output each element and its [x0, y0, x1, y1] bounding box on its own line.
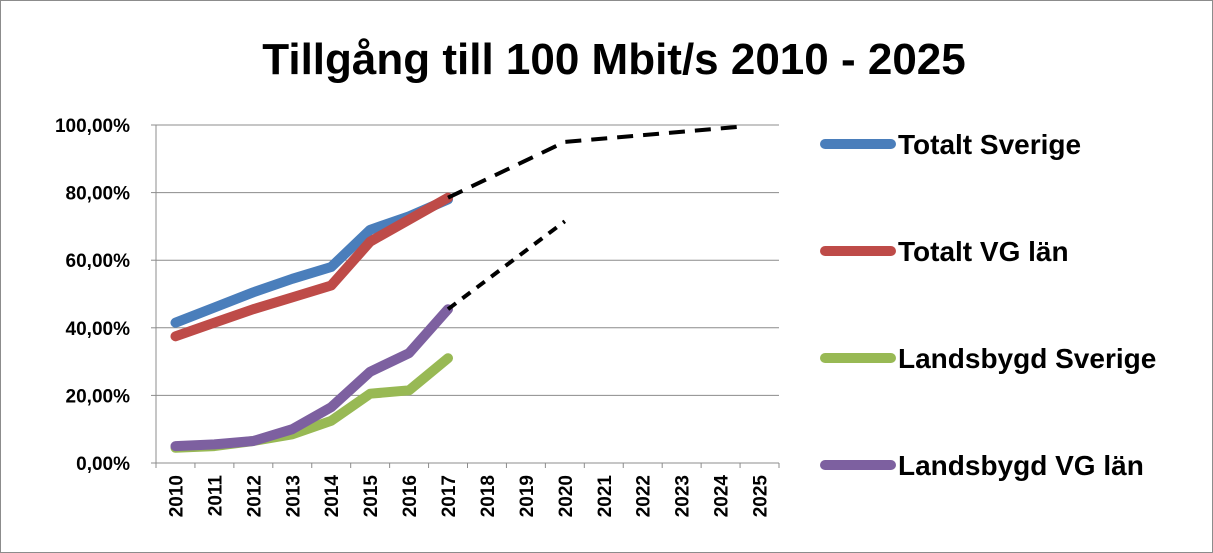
x-tick-label: 2010: [166, 475, 187, 517]
x-tick-label: 2024: [712, 475, 733, 518]
projection-line: [447, 124, 741, 200]
series-line-landsbygd-sverige: [170, 353, 453, 453]
legend-label: Totalt VG län: [898, 236, 1069, 267]
series-line-landsbygd-vg-l-n: [170, 304, 453, 452]
x-tick-label: 2011: [205, 475, 226, 517]
y-axis-tick-labels: 0,00% 20,00% 40,00% 60,00% 80,00% 100,00%: [55, 116, 156, 475]
x-tick-label: 2023: [673, 475, 694, 517]
legend-label: Totalt Sverige: [898, 129, 1081, 160]
legend: Totalt Sverige Totalt VG län Landsbygd Sve…: [820, 129, 1156, 481]
y-tick-label: 60,00%: [66, 251, 131, 272]
y-tick-label: 80,00%: [66, 184, 131, 205]
y-tick-label: 0,00%: [76, 454, 130, 475]
grid-lines: [156, 124, 779, 396]
x-tick-label: 2016: [400, 475, 421, 517]
chart-title: Tillgång till 100 Mbit/s 2010 - 2025: [262, 35, 965, 84]
x-tick-label: 2020: [556, 475, 577, 517]
x-tick-label: 2019: [517, 475, 538, 517]
x-tick-label: 2013: [283, 475, 304, 517]
x-tick-label: 2014: [322, 475, 343, 518]
x-tick-label: 2012: [244, 475, 265, 517]
x-tick-label: 2025: [751, 475, 772, 518]
x-tick-label: 2022: [634, 475, 655, 517]
series-line-totalt-vg-l-n: [170, 192, 453, 342]
legend-label: Landsbygd Sverige: [898, 343, 1156, 374]
x-tick-label: 2017: [439, 475, 460, 517]
y-tick-label: 40,00%: [66, 319, 131, 340]
projection-line: [446, 219, 567, 311]
series-lines: [170, 192, 453, 453]
y-tick-label: 20,00%: [66, 386, 131, 407]
x-axis-tick-labels: 2010 2011 2012 2013 2014 2015 2016 2017 2018 2019…: [155, 463, 780, 518]
legend-label: Landsbygd VG län: [898, 450, 1144, 481]
x-tick-label: 2015: [361, 475, 382, 518]
x-tick-label: 2018: [478, 475, 499, 517]
x-tick-label: 2021: [595, 475, 616, 518]
projection-lines: [446, 124, 741, 311]
y-tick-label: 100,00%: [55, 116, 130, 137]
